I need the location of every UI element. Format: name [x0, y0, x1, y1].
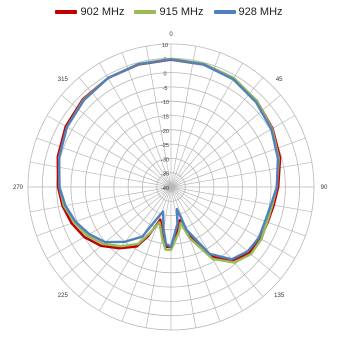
grid-spoke: [99, 62, 172, 188]
legend-swatch: [55, 10, 78, 14]
grid-spoke: [78, 77, 172, 188]
angle-label: 135: [274, 293, 285, 299]
legend-item: 902 MHz: [55, 6, 124, 18]
legend-label: 915 MHz: [159, 6, 204, 18]
radial-tick-label: -5: [163, 86, 168, 92]
grid-spoke: [170, 137, 306, 188]
grid-spoke: [170, 186, 306, 237]
grid-spoke: [170, 186, 243, 312]
grid-spoke: [170, 161, 312, 188]
grid-spoke: [36, 137, 172, 188]
grid-spoke: [170, 186, 197, 328]
grid-spoke: [46, 186, 172, 259]
grid-spoke: [121, 186, 172, 322]
legend-swatch: [134, 10, 157, 14]
grid-spoke: [170, 186, 312, 213]
radial-tick-label: 0: [163, 72, 166, 78]
grid-spoke: [36, 186, 172, 237]
grid-spoke: [170, 186, 281, 280]
grid-spoke: [61, 94, 172, 188]
grid-spoke: [145, 186, 172, 328]
angle-label: 0: [169, 32, 173, 38]
legend-label: 928 MHz: [238, 6, 283, 18]
angle-label: 90: [321, 185, 328, 191]
grid-spoke: [121, 52, 172, 188]
grid-spoke: [170, 186, 221, 322]
angle-label: 45: [276, 77, 283, 83]
radial-tick-label: -10: [161, 100, 169, 106]
radial-tick-label: 10: [162, 43, 168, 49]
grid-spoke: [170, 52, 221, 188]
grid-spoke: [99, 186, 172, 312]
legend-item: 928 MHz: [213, 6, 283, 18]
radial-tick-label: -30: [161, 157, 169, 163]
radial-tick-label: -20: [161, 129, 169, 135]
grid-spoke: [30, 186, 172, 213]
series-line-902-mhz: [56, 58, 282, 262]
legend: 902 MHz 915 MHz 928 MHz: [0, 6, 338, 18]
grid-spoke: [170, 186, 296, 259]
radial-tick-label: -25: [161, 143, 169, 149]
grid-spoke: [30, 161, 172, 188]
legend-swatch: [213, 10, 236, 14]
angle-label: 270: [13, 185, 24, 191]
angle-label: 225: [58, 293, 69, 299]
grid-spoke: [170, 186, 264, 297]
grid-spoke: [170, 77, 264, 188]
grid-spoke: [170, 62, 243, 188]
grid-spoke: [170, 115, 296, 188]
legend-label: 902 MHz: [80, 6, 125, 18]
grid-spoke: [145, 46, 172, 188]
angle-label: 315: [58, 77, 69, 83]
grid-spoke: [170, 46, 197, 188]
series-line-928-mhz: [57, 58, 280, 261]
grid-spoke: [61, 186, 172, 280]
radial-tick-label: -15: [161, 115, 169, 121]
legend-item: 915 MHz: [134, 6, 204, 18]
radial-tick-label: -40: [161, 186, 169, 192]
radial-tick-label: -35: [161, 172, 169, 178]
